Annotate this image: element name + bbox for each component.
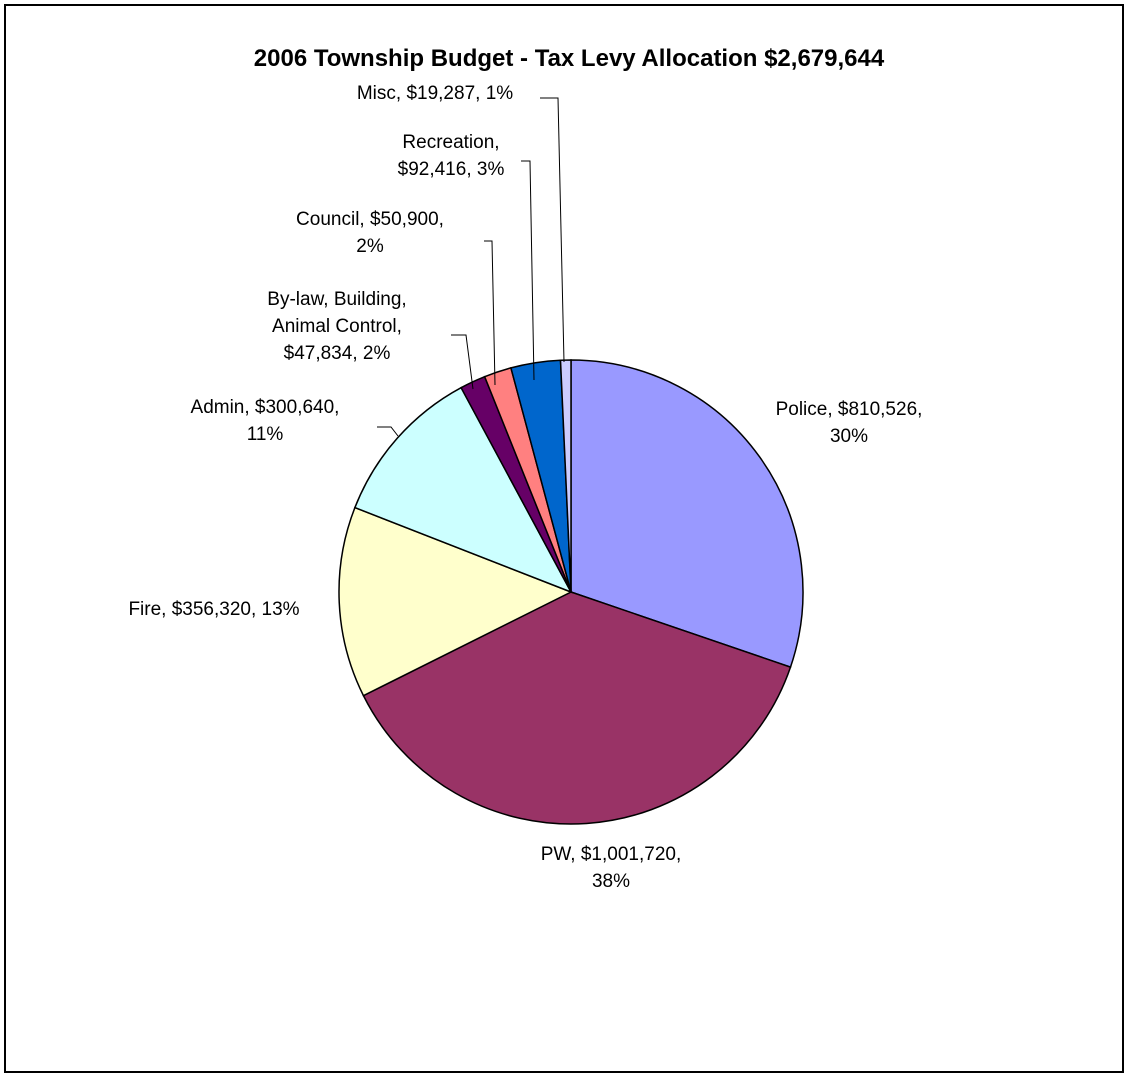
slice-label-line: Admin, $300,640, <box>191 397 340 418</box>
pie-slice-fire <box>338 506 573 697</box>
slice-label-line: Fire, $356,320, 13% <box>128 599 299 620</box>
leader-line-council <box>484 240 496 386</box>
pie-chart: 2006 Township Budget - Tax Levy Allocati… <box>128 45 922 892</box>
pie-slice-misc <box>559 359 572 593</box>
slice-label-line: Misc, $19,287, 1% <box>357 83 513 104</box>
pie-slice-admin <box>353 386 573 594</box>
slice-label-line: Council, $50,900, <box>296 209 444 230</box>
slice-label-line: By-law, Building, <box>267 289 406 310</box>
chart-frame: 2006 Township Budget - Tax Levy Allocati… <box>4 4 1124 1073</box>
leader-line-by-law-building-animal-control <box>451 334 474 390</box>
slice-label-line: 30% <box>830 426 868 447</box>
slice-label-line: 38% <box>592 871 630 892</box>
slice-label-by-law-building-animal-control: By-law, Building, Animal Control, $47,834,… <box>267 289 406 364</box>
pie-slice-pw <box>362 591 792 825</box>
slice-label-council: Council, $50,900, 2% <box>296 209 444 257</box>
slice-label-pw: PW, $1,001,720, 38% <box>541 844 682 892</box>
slice-label-line: Recreation, <box>402 132 499 153</box>
slice-label-line: PW, $1,001,720, <box>541 844 682 865</box>
leader-line-misc <box>540 97 565 363</box>
slice-label-line: $47,834, 2% <box>284 343 391 364</box>
slice-label-police: Police, $810,526, 30% <box>776 399 923 447</box>
leader-lines <box>377 97 565 437</box>
slice-label-line: Police, $810,526, <box>776 399 923 420</box>
slice-label-fire: Fire, $356,320, 13% <box>128 599 299 620</box>
pie-slice-police <box>570 359 804 669</box>
slice-labels: Police, $810,526, 30% PW, $1,001,720, 38% Fi… <box>128 83 922 892</box>
slice-label-admin: Admin, $300,640, 11% <box>191 397 340 445</box>
slice-label-line: 2% <box>356 236 384 257</box>
leader-line-recreation <box>521 160 535 381</box>
slice-label-misc: Misc, $19,287, 1% <box>357 83 513 104</box>
slice-label-recreation: Recreation, $92,416, 3% <box>398 132 505 180</box>
slice-label-line: Animal Control, <box>272 316 402 337</box>
slice-label-line: 11% <box>247 424 284 445</box>
slice-label-line: $92,416, 3% <box>398 159 505 180</box>
pie-slices <box>338 359 804 825</box>
leader-line-admin <box>377 426 399 437</box>
chart-title: 2006 Township Budget - Tax Levy Allocati… <box>254 45 885 72</box>
